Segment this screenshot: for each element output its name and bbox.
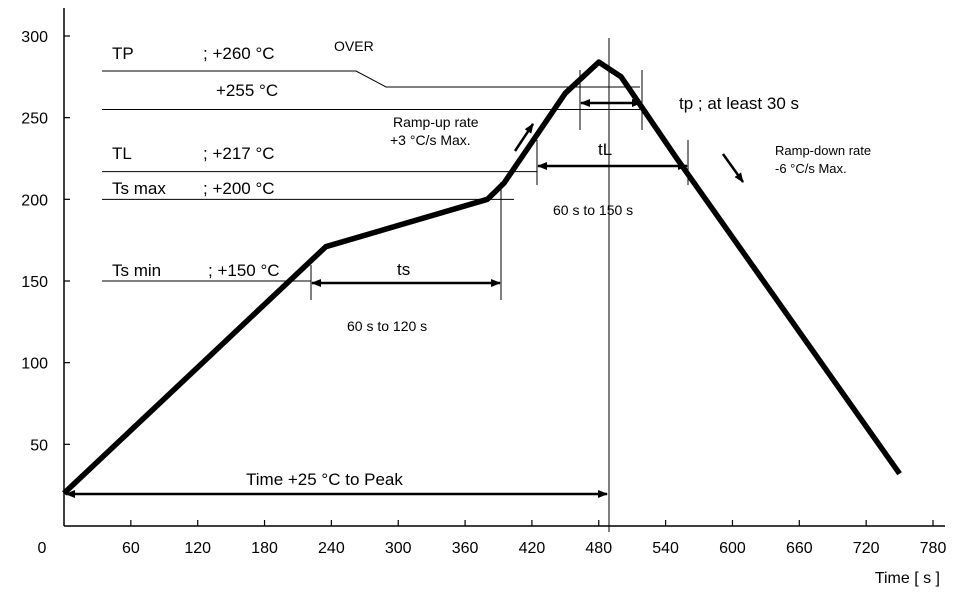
y-tick-label: 300 — [21, 29, 48, 46]
tl-label: tL — [598, 140, 612, 159]
ts-range-label: 60 s to 120 s — [347, 318, 427, 334]
x-tick-label: 720 — [853, 540, 880, 557]
x-tick-label: 780 — [920, 540, 947, 557]
ref-label-tl: TL — [112, 144, 132, 163]
y-ticks: 50 100 150 200 250 300 — [21, 29, 70, 454]
tp-annotation: tp ; at least 30 s — [679, 94, 799, 113]
ref-label-tp: TP — [112, 44, 134, 63]
y-tick-label: 150 — [21, 274, 48, 291]
x-tick-label: 480 — [585, 540, 612, 557]
x-axis-label: Time [ s ] — [875, 570, 940, 587]
ref-label-tsmin: Ts min — [112, 261, 161, 280]
ramp-up-label-1: Ramp-up rate — [393, 114, 479, 130]
ref-value-tp: ; +260 °C — [203, 44, 275, 63]
ramp-up-arrow — [513, 123, 535, 152]
ref-value-255: +255 °C — [216, 81, 278, 100]
y-tick-label: 250 — [21, 111, 48, 128]
x-tick-label: 180 — [251, 540, 278, 557]
ramp-down-label-1: Ramp-down rate — [775, 143, 871, 158]
y-tick-label: 100 — [21, 356, 48, 373]
tl-range-label: 60 s to 150 s — [553, 202, 633, 218]
ref-value-tl: ; +217 °C — [203, 144, 275, 163]
ref-value-tsmin: ; +150 °C — [208, 261, 280, 280]
ramp-down-label-2: -6 °C/s Max. — [775, 161, 847, 176]
reference-lines — [102, 109, 640, 282]
tp-leader-line — [102, 70, 640, 88]
over-label: OVER — [334, 38, 374, 54]
x-tick-label: 420 — [519, 540, 546, 557]
x-tick-label: 120 — [184, 540, 211, 557]
ramp-up-label-2: +3 °C/s Max. — [390, 132, 471, 148]
x-tick-label: 660 — [786, 540, 813, 557]
profile-line — [62, 59, 902, 496]
peak-time-label: Time +25 °C to Peak — [246, 470, 403, 489]
x-tick-label: 60 — [122, 540, 140, 557]
x-tick-label: 600 — [719, 540, 746, 557]
x-tick-label: 0 — [38, 540, 47, 557]
x-tick-label: 300 — [385, 540, 412, 557]
ref-value-tsmax: ; +200 °C — [203, 179, 275, 198]
ref-label-tsmax: Ts max — [112, 179, 166, 198]
y-tick-label: 200 — [21, 192, 48, 209]
ramp-down-arrow — [721, 153, 745, 183]
ts-label: ts — [397, 260, 410, 279]
x-tick-label: 360 — [452, 540, 479, 557]
x-tick-label: 240 — [318, 540, 345, 557]
x-tick-label: 540 — [652, 540, 679, 557]
x-ticks: 0 60 120 180 240 300 360 420 480 540 600 660 720 780 — [38, 520, 947, 557]
y-tick-label: 50 — [30, 437, 48, 454]
